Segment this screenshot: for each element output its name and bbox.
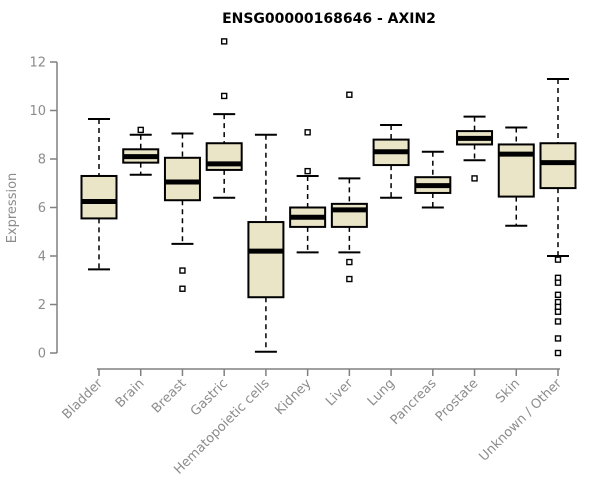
- x-tick-label: Pancreas: [388, 376, 440, 428]
- boxplot-lung: [372, 124, 410, 199]
- outlier-point: [346, 275, 353, 283]
- iqr-box: [330, 202, 368, 228]
- y-tick-label: 4: [38, 250, 46, 265]
- x-tick-label: Breast: [149, 376, 189, 416]
- outlier-point: [554, 256, 562, 263]
- boxplot-bladder: [80, 117, 118, 271]
- boxplot-brain: [122, 126, 160, 176]
- y-tick-label: 6: [38, 201, 46, 216]
- x-tick-label: Prostate: [433, 376, 481, 424]
- y-tick-label: 0: [38, 347, 46, 362]
- boxplot-hematopoietic-cells: [247, 133, 285, 353]
- chart-title: ENSG00000168646 - AXIN2: [222, 11, 436, 27]
- outlier-point: [304, 129, 311, 136]
- y-tick-label: 8: [38, 153, 46, 168]
- boxplot-pancreas: [414, 150, 452, 209]
- outlier-point: [554, 318, 562, 325]
- outlier-point: [220, 38, 228, 45]
- iqr-box: [247, 221, 285, 299]
- outlier-point: [471, 175, 478, 182]
- boxplot-prostate: [456, 115, 494, 182]
- outlier-point: [304, 167, 311, 175]
- outlier-point: [554, 279, 562, 286]
- boxplot-kidney: [289, 129, 327, 254]
- iqr-box: [539, 142, 577, 190]
- y-tick-label: 10: [29, 104, 46, 119]
- outlier-point: [220, 92, 228, 100]
- x-tick-label: Bladder: [60, 376, 107, 423]
- boxplot-skin: [497, 126, 535, 227]
- box-series: [80, 38, 577, 357]
- x-tick-label: Liver: [323, 376, 357, 410]
- y-tick-label: 12: [29, 56, 46, 71]
- iqr-box: [80, 174, 118, 220]
- outlier-point: [554, 308, 562, 315]
- x-tick-label: Skin: [493, 376, 523, 406]
- outlier-point: [346, 91, 353, 98]
- y-tick-label: 2: [38, 298, 46, 313]
- outlier-point: [137, 126, 144, 134]
- boxplot-unknown-other: [539, 77, 577, 357]
- boxplot-liver: [330, 91, 368, 283]
- boxplot-gastric: [205, 38, 243, 199]
- x-tick-label: Lung: [365, 376, 398, 409]
- x-tick-label: Unknown / Other: [477, 376, 566, 465]
- x-tick-label: Brain: [113, 376, 148, 411]
- iqr-box: [163, 156, 201, 202]
- outlier-point: [554, 291, 562, 298]
- outlier-point: [179, 267, 186, 274]
- outlier-point: [179, 285, 186, 292]
- boxplot-breast: [163, 132, 201, 292]
- y-axis: 0 2 4 6 8 10 12: [29, 56, 58, 362]
- outlier-point: [554, 335, 562, 342]
- x-tick-label: Kidney: [273, 376, 315, 418]
- outlier-point: [346, 258, 353, 266]
- outlier-point: [554, 349, 562, 357]
- y-axis-label: Expression: [5, 173, 20, 244]
